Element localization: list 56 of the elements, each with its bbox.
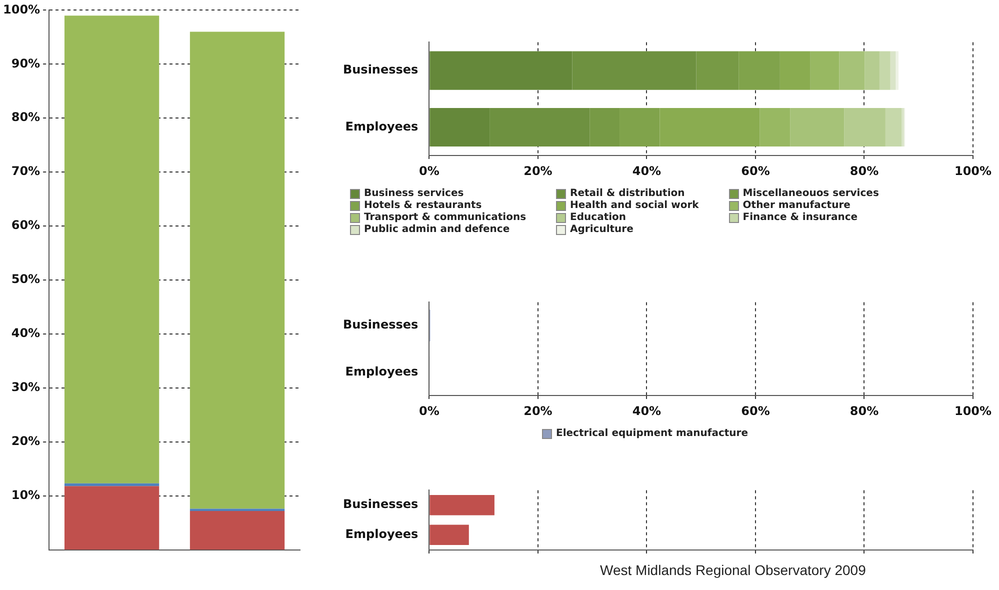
y-tick-label: Businesses — [342, 62, 418, 77]
legend-label: Business services — [364, 188, 464, 199]
y-tick-label: 60% — [11, 218, 40, 232]
y-tick-label: 20% — [11, 434, 40, 448]
bar — [864, 51, 880, 90]
x-tick-label: 100% — [954, 404, 992, 418]
bar — [839, 51, 865, 90]
x-tick-label: 40% — [632, 164, 662, 178]
bar — [844, 108, 886, 147]
y-tick-label: 50% — [11, 272, 40, 286]
x-tick-label: 80% — [850, 164, 879, 178]
y-tick-label: 40% — [11, 326, 40, 340]
x-tick-label: 20% — [524, 404, 552, 418]
y-tick-label: 90% — [11, 56, 40, 70]
y-tick-label: Employees — [345, 119, 418, 134]
x-tick-label: 20% — [524, 164, 552, 178]
y-tick-label: Employees — [345, 364, 418, 378]
legend-label: Finance & insurance — [742, 212, 858, 223]
y-tick-label: 10% — [11, 488, 40, 502]
legend-label: Agriculture — [570, 224, 634, 235]
text: West Midlands Regional Observatory 2009 — [600, 562, 866, 578]
bar — [790, 108, 844, 147]
legend-label: Retail & distribution — [570, 188, 685, 199]
x-tick-label: 80% — [850, 404, 879, 418]
bar — [890, 51, 896, 90]
bar — [64, 483, 160, 486]
bar — [760, 108, 790, 147]
y-tick-label: 80% — [11, 110, 40, 124]
legend-label: Hotels & restaurants — [364, 200, 482, 211]
y-tick-label: 100% — [2, 2, 40, 16]
y-tick-label: Businesses — [342, 318, 418, 332]
x-tick-label: 40% — [632, 404, 662, 418]
legend-label: Public admin and defence — [364, 224, 510, 235]
bar — [885, 108, 902, 147]
bar — [879, 51, 890, 90]
legend-label: Miscellaneouos services — [742, 188, 879, 199]
legend-label: Electrical equipment manufacture — [556, 428, 748, 439]
bar — [64, 486, 160, 550]
y-tick-label: 30% — [11, 380, 40, 394]
bar — [810, 51, 840, 90]
bar — [64, 16, 160, 484]
bar — [190, 32, 285, 509]
legend-label: Education — [570, 212, 626, 223]
legend-label: Transport & communications — [364, 212, 526, 223]
x-tick-label: 60% — [741, 164, 770, 178]
y-tick-label: Businesses — [342, 497, 418, 512]
legend-label: Health and social work — [570, 200, 699, 211]
bar — [896, 51, 898, 90]
x-tick-label: 60% — [741, 404, 770, 418]
x-tick-label: 0% — [419, 164, 440, 178]
x-tick-label: 0% — [419, 404, 440, 418]
y-tick-label: Employees — [345, 527, 418, 542]
legend-label: Other manufacture — [742, 200, 850, 211]
bar — [190, 510, 285, 550]
x-tick-label: 100% — [954, 164, 992, 178]
y-tick-label: 70% — [11, 164, 40, 178]
